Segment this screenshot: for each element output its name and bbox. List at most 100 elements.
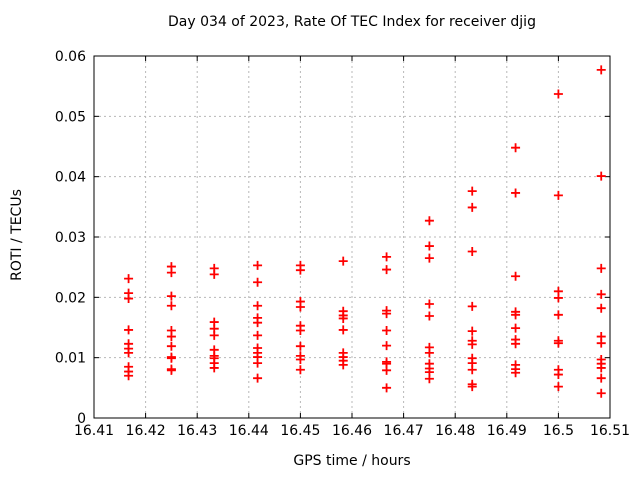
x-tick-label: 16.5 — [543, 423, 574, 439]
data-point-marker — [424, 241, 434, 251]
data-point-marker — [166, 268, 176, 278]
data-point-marker — [253, 330, 263, 340]
data-point-marker — [511, 339, 521, 349]
data-point-marker — [553, 382, 563, 392]
data-point-marker — [124, 348, 134, 358]
data-point-marker — [209, 330, 219, 340]
data-point-marker — [424, 348, 434, 358]
data-point-marker — [553, 190, 563, 200]
data-point-marker — [467, 301, 477, 311]
data-point-marker — [166, 301, 176, 311]
data-point-marker — [253, 301, 263, 311]
x-tick-label: 16.48 — [435, 423, 475, 439]
data-point-marker — [253, 318, 263, 328]
y-tick-label: 0.01 — [55, 351, 86, 367]
data-point-marker — [295, 354, 305, 364]
data-point-marker — [424, 299, 434, 309]
data-point-marker — [166, 353, 176, 363]
data-point-marker — [382, 309, 392, 319]
data-point-marker — [596, 289, 606, 299]
data-point-marker — [253, 277, 263, 287]
x-tick-label: 16.47 — [384, 423, 424, 439]
data-point-marker — [382, 341, 392, 351]
data-point-marker — [253, 358, 263, 368]
data-point-marker — [511, 271, 521, 281]
data-point-marker — [382, 383, 392, 393]
data-point-marker — [295, 341, 305, 351]
data-point-marker — [467, 202, 477, 212]
data-point-marker — [467, 246, 477, 256]
y-tick-label: 0.02 — [55, 290, 86, 306]
data-point-marker — [124, 325, 134, 335]
x-tick-label: 16.44 — [229, 423, 269, 439]
data-point-marker — [166, 332, 176, 342]
data-point-marker — [467, 186, 477, 196]
x-tick-label: 16.45 — [280, 423, 320, 439]
data-point-marker — [596, 303, 606, 313]
data-point-marker — [382, 326, 392, 336]
y-axis-label: ROTI / TECUs — [9, 189, 25, 281]
x-tick-label: 16.51 — [590, 423, 630, 439]
data-point-marker — [596, 363, 606, 373]
data-point-marker — [553, 338, 563, 348]
data-point-marker — [382, 365, 392, 375]
y-tick-label: 0.04 — [55, 170, 86, 186]
x-tick-label: 16.49 — [487, 423, 527, 439]
data-point-marker — [253, 260, 263, 270]
data-point-marker — [467, 365, 477, 375]
data-point-marker — [511, 188, 521, 198]
x-tick-label: 16.46 — [332, 423, 372, 439]
plot-border — [93, 55, 611, 419]
data-point-marker — [209, 269, 219, 279]
data-point-marker — [553, 293, 563, 303]
data-point-marker — [124, 371, 134, 381]
data-point-marker — [338, 360, 348, 370]
data-point-marker — [295, 365, 305, 375]
y-tick-label: 0.06 — [55, 49, 86, 65]
x-tick-label: 16.41 — [74, 423, 114, 439]
x-axis-label: GPS time / hours — [293, 453, 411, 469]
data-point-marker — [424, 311, 434, 321]
data-point-marker — [124, 274, 134, 284]
data-point-marker — [596, 171, 606, 181]
data-point-marker — [553, 89, 563, 99]
data-point-marker — [553, 310, 563, 320]
data-point-marker — [124, 294, 134, 304]
data-point-marker — [596, 373, 606, 383]
data-point-marker — [596, 65, 606, 75]
data-point-marker — [338, 325, 348, 335]
data-point-marker — [467, 326, 477, 336]
x-tick-label: 16.43 — [177, 423, 217, 439]
data-point-marker — [295, 302, 305, 312]
data-point-marker — [596, 263, 606, 273]
data-point-marker — [511, 143, 521, 153]
y-tick-label: 0.03 — [55, 230, 86, 246]
data-point-marker — [382, 252, 392, 262]
data-point-marker — [467, 382, 477, 392]
data-point-marker — [511, 323, 521, 333]
data-point-marker — [511, 310, 521, 320]
data-point-marker — [295, 326, 305, 336]
data-point-marker — [424, 374, 434, 384]
data-point-marker — [338, 313, 348, 323]
data-point-marker — [424, 216, 434, 226]
data-point-marker — [511, 368, 521, 378]
data-point-marker — [295, 265, 305, 275]
data-point-marker — [596, 338, 606, 348]
data-point-marker — [338, 256, 348, 266]
data-point-marker — [253, 373, 263, 383]
data-point-marker — [166, 341, 176, 351]
data-point-marker — [596, 388, 606, 398]
data-point-marker — [382, 265, 392, 275]
x-tick-label: 16.42 — [126, 423, 166, 439]
chart-title: Day 034 of 2023, Rate Of TEC Index for r… — [168, 14, 536, 30]
data-point-marker — [467, 339, 477, 349]
y-tick-label: 0 — [77, 411, 86, 427]
y-tick-label: 0.05 — [55, 109, 86, 125]
data-point-marker — [166, 291, 176, 301]
data-point-marker — [424, 253, 434, 263]
data-point-marker — [166, 365, 176, 375]
data-point-marker — [553, 370, 563, 380]
